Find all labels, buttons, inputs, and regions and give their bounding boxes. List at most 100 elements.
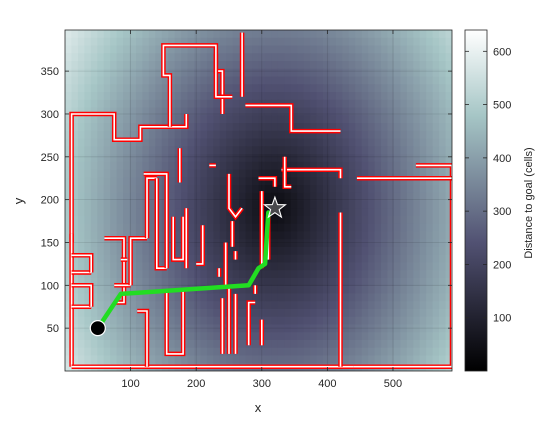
heatmap-cell: [168, 161, 176, 171]
heatmap-cell: [290, 84, 298, 93]
heatmap-cell: [161, 92, 169, 101]
heatmap-cell: [426, 223, 434, 233]
heatmap-cell: [387, 216, 395, 225]
heatmap-cell: [181, 30, 189, 39]
heatmap-cell: [90, 200, 98, 209]
heatmap-cell: [426, 123, 434, 132]
heatmap-cell: [226, 146, 234, 155]
heatmap-cell: [200, 185, 208, 194]
heatmap-cell: [303, 231, 311, 240]
heatmap-cell: [174, 99, 182, 109]
heatmap-cell: [181, 45, 189, 54]
heatmap-cell: [116, 223, 124, 233]
heatmap-cell: [142, 154, 150, 163]
heatmap-cell: [406, 340, 414, 349]
heatmap-cell: [297, 92, 305, 101]
heatmap-cell: [123, 355, 131, 364]
heatmap-cell: [226, 61, 234, 70]
heatmap-cell: [245, 37, 253, 47]
heatmap-cell: [174, 84, 182, 93]
heatmap-cell: [419, 68, 427, 78]
heatmap-cell: [303, 177, 311, 186]
heatmap-cell: [303, 340, 311, 349]
heatmap-cell: [393, 30, 401, 39]
heatmap-cell: [303, 262, 311, 271]
heatmap-cell: [381, 53, 389, 62]
heatmap-cell: [135, 37, 143, 47]
heatmap-cell: [239, 123, 247, 132]
heatmap-cell: [284, 177, 292, 186]
heatmap-cell: [264, 316, 272, 326]
heatmap-cell: [194, 161, 202, 171]
heatmap-cell: [419, 355, 427, 364]
heatmap-cell: [368, 239, 376, 248]
heatmap-cell: [323, 262, 331, 271]
heatmap-cell: [232, 123, 240, 132]
colorbar-tick-label: 100: [493, 313, 511, 325]
heatmap-cell: [393, 146, 401, 155]
heatmap-cell: [297, 68, 305, 78]
heatmap-cell: [129, 84, 137, 93]
heatmap-cell: [129, 68, 137, 78]
heatmap-cell: [187, 68, 195, 78]
heatmap-cell: [232, 355, 240, 364]
heatmap-cell: [65, 30, 73, 39]
heatmap-cell: [329, 30, 337, 39]
heatmap-cell: [329, 355, 337, 364]
heatmap-cell: [419, 53, 427, 62]
heatmap-cell: [348, 84, 356, 93]
heatmap-cell: [303, 347, 311, 357]
heatmap-cell: [103, 247, 111, 256]
heatmap-cell: [90, 247, 98, 256]
heatmap-cell: [323, 309, 331, 318]
heatmap-cell: [316, 45, 324, 54]
heatmap-cell: [129, 61, 137, 70]
heatmap-cell: [323, 216, 331, 225]
heatmap-cell: [181, 154, 189, 163]
heatmap-cell: [258, 270, 266, 279]
heatmap-cell: [84, 30, 92, 39]
heatmap-cell: [71, 123, 79, 132]
heatmap-cell: [348, 216, 356, 225]
heatmap-cell: [277, 208, 285, 217]
heatmap-cell: [84, 262, 92, 271]
heatmap-cell: [226, 68, 234, 78]
heatmap-cell: [426, 76, 434, 85]
heatmap-cell: [381, 61, 389, 70]
heatmap-cell: [103, 146, 111, 155]
heatmap-cell: [374, 347, 382, 357]
heatmap-cell: [400, 123, 408, 132]
heatmap-cell: [329, 285, 337, 295]
heatmap-cell: [148, 107, 156, 116]
heatmap-cell: [181, 192, 189, 202]
heatmap-cell: [419, 231, 427, 240]
heatmap-cell: [426, 340, 434, 349]
heatmap-cell: [213, 355, 221, 364]
heatmap-cell: [432, 115, 440, 124]
heatmap-cell: [90, 332, 98, 341]
heatmap-cell: [348, 278, 356, 287]
heatmap-cell: [310, 293, 318, 302]
heatmap-cell: [406, 293, 414, 302]
heatmap-cell: [174, 68, 182, 78]
heatmap-cell: [97, 185, 105, 194]
heatmap-cell: [84, 340, 92, 349]
heatmap-cell: [413, 231, 421, 240]
heatmap-cell: [252, 347, 260, 357]
heatmap-cell: [77, 200, 85, 209]
heatmap-cell: [400, 285, 408, 295]
heatmap-cell: [432, 177, 440, 186]
heatmap-cell: [329, 76, 337, 85]
heatmap-cell: [135, 84, 143, 93]
heatmap-cell: [187, 254, 195, 264]
heatmap-cell: [361, 332, 369, 341]
heatmap-cell: [252, 123, 260, 132]
heatmap-cell: [329, 84, 337, 93]
heatmap-cell: [84, 76, 92, 85]
heatmap-cell: [129, 45, 137, 54]
heatmap-cell: [297, 185, 305, 194]
heatmap-cell: [406, 216, 414, 225]
heatmap-cell: [290, 177, 298, 186]
heatmap-cell: [400, 68, 408, 78]
heatmap-cell: [290, 262, 298, 271]
